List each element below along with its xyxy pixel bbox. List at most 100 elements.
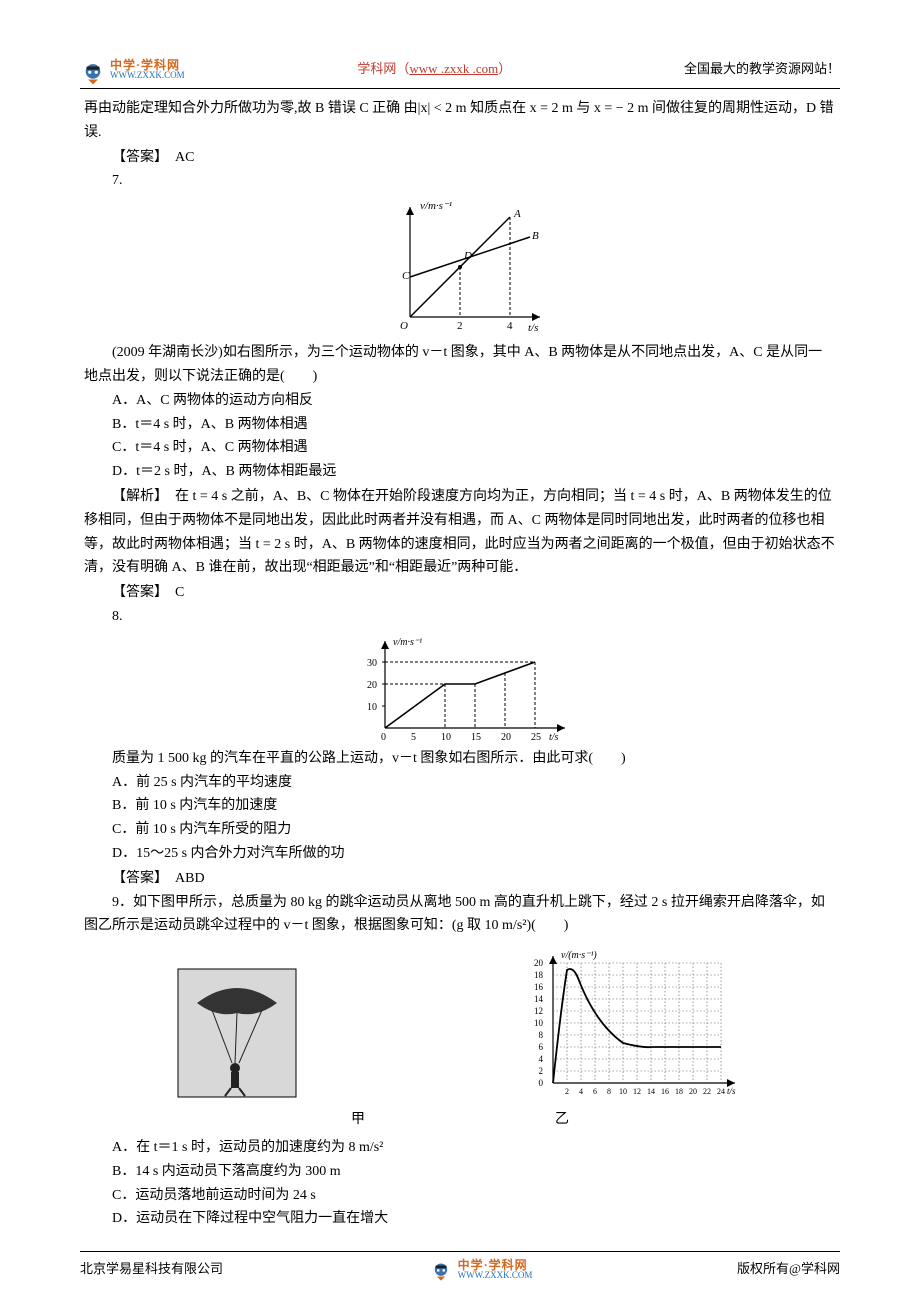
xtick: 4 xyxy=(507,320,513,332)
answer-7: 【答案】 C xyxy=(84,580,836,605)
q7-optD: D．t＝2 s 时，A、B 两物体相距最远 xyxy=(84,460,836,484)
answer-value: AC xyxy=(175,150,194,165)
label-b: B xyxy=(532,230,539,242)
ytick: 10 xyxy=(534,1018,544,1028)
origin: O xyxy=(400,320,408,332)
exp-label: 【解析】 xyxy=(112,487,161,503)
footer-logo-url: WWW.ZXXK.COM xyxy=(458,1271,533,1280)
ylabel: v/(m·s⁻¹) xyxy=(561,950,597,961)
q9-chart: 0 2 4 6 8 10 12 14 16 18 20 2 4 6 8 10 1… xyxy=(523,948,743,1098)
q9-figures: 0 2 4 6 8 10 12 14 16 18 20 2 4 6 8 10 1… xyxy=(84,944,836,1102)
xtick: 15 xyxy=(471,732,481,743)
ytick: 30 xyxy=(367,658,377,669)
xtick: 18 xyxy=(675,1087,683,1096)
xtick: 25 xyxy=(531,732,541,743)
q9-optA: A．在 t＝1 s 时，运动员的加速度约为 8 m/s² xyxy=(84,1136,836,1160)
answer-6: 【答案】 AC xyxy=(84,145,836,170)
q7-number: 7. xyxy=(84,169,836,193)
q8-optB: B．前 10 s 内汽车的加速度 xyxy=(84,794,836,818)
q8-optC: C．前 10 s 内汽车所受的阻力 xyxy=(84,818,836,842)
footer-center: 中学·学科网 WWW.ZXXK.COM xyxy=(428,1256,533,1282)
q7-chart: v/m·s⁻¹ t/s O 2 4 A B C D xyxy=(370,197,550,337)
ytick: 16 xyxy=(534,982,544,992)
xtick: 8 xyxy=(607,1087,611,1096)
q9-optC: C．运动员落地前运动时间为 24 s xyxy=(84,1184,836,1208)
exp-text: 在 t = 4 s 之前，A、B、C 物体在开始阶段速度方向均为正，方向相同；当… xyxy=(84,489,835,575)
xtick: 2 xyxy=(457,320,463,332)
paragraph: 再由动能定理知合外力所做功为零,故 B 错误 C 正确 由|x| < 2 m 知… xyxy=(84,97,836,145)
label-d: D xyxy=(463,250,472,262)
ylabel: v/m·s⁻¹ xyxy=(393,637,422,648)
answer-label: 【答案】 xyxy=(112,148,161,164)
xtick: 14 xyxy=(647,1087,655,1096)
q7-optA: A．A、C 两物体的运动方向相反 xyxy=(84,389,836,413)
xlabel: t/s xyxy=(528,322,538,334)
header-center: 学科网（www .zxxk .com） xyxy=(357,58,511,80)
q8-optA: A．前 25 s 内汽车的平均速度 xyxy=(84,771,836,795)
xtick: 4 xyxy=(579,1087,583,1096)
xtick: 12 xyxy=(633,1087,641,1096)
xtick: 20 xyxy=(689,1087,697,1096)
q8-chart: 10 20 30 0 5 10 15 20 25 v/m·s⁻¹ t/s xyxy=(345,633,575,743)
footer-right: 版权所有@学科网 xyxy=(737,1258,840,1280)
ylabel: v/m·s⁻¹ xyxy=(420,200,452,212)
answer-8: 【答案】 ABD xyxy=(84,866,836,891)
header-link[interactable]: www .zxxk .com xyxy=(409,61,498,76)
xtick: 10 xyxy=(441,732,451,743)
answer-value: C xyxy=(175,585,184,600)
xtick: 22 xyxy=(703,1087,711,1096)
xtick: 20 xyxy=(501,732,511,743)
ytick: 12 xyxy=(534,1006,543,1016)
q8-number: 8. xyxy=(84,605,836,629)
ytick: 0 xyxy=(539,1078,544,1088)
q7-optC: C．t＝4 s 时，A、C 两物体相遇 xyxy=(84,436,836,460)
q8-stem: 质量为 1 500 kg 的汽车在平直的公路上运动，v－t 图象如右图所示．由此… xyxy=(84,747,836,771)
q7-optB: B．t＝4 s 时，A、B 两物体相遇 xyxy=(84,413,836,437)
ytick: 18 xyxy=(534,970,544,980)
ytick: 20 xyxy=(367,680,377,691)
ytick: 8 xyxy=(539,1030,544,1040)
parachute-image xyxy=(177,968,297,1098)
ytick: 14 xyxy=(534,994,544,1004)
label-a: A xyxy=(513,208,521,220)
ytick: 20 xyxy=(534,958,544,968)
page-footer: 北京学易星科技有限公司 中学·学科网 WWW.ZXXK.COM 版权所有@学科网 xyxy=(80,1251,840,1282)
xtick: 2 xyxy=(565,1087,569,1096)
q9-captions: 甲 乙 xyxy=(84,1108,836,1132)
xtick: 10 xyxy=(619,1087,627,1096)
xlabel: t/s xyxy=(727,1086,736,1096)
owl-icon xyxy=(80,56,106,82)
logo-title: 中学·学科网 xyxy=(110,59,185,71)
xtick: 16 xyxy=(661,1087,669,1096)
q9-optD: D．运动员在下降过程中空气阻力一直在增大 xyxy=(84,1207,836,1231)
footer-logo-title: 中学·学科网 xyxy=(458,1259,533,1271)
logo: 中学·学科网 WWW.ZXXK.COM xyxy=(80,56,185,82)
owl-icon xyxy=(428,1256,454,1282)
q7-stem: (2009 年湖南长沙)如右图所示，为三个运动物体的 v－t 图象，其中 A、B… xyxy=(84,341,836,389)
caption-left: 甲 xyxy=(351,1108,365,1132)
xtick: 0 xyxy=(381,732,386,743)
label-c: C xyxy=(402,270,410,282)
xtick: 6 xyxy=(593,1087,597,1096)
content: 再由动能定理知合外力所做功为零,故 B 错误 C 正确 由|x| < 2 m 知… xyxy=(80,97,840,1231)
caption-right: 乙 xyxy=(555,1108,569,1132)
footer-left: 北京学易星科技有限公司 xyxy=(80,1258,223,1280)
xtick: 24 xyxy=(717,1087,725,1096)
answer-label: 【答案】 xyxy=(112,583,161,599)
q9-optB: B．14 s 内运动员下落高度约为 300 m xyxy=(84,1160,836,1184)
ytick: 10 xyxy=(367,702,377,713)
header-center-suffix: ） xyxy=(498,61,511,76)
answer-label: 【答案】 xyxy=(112,869,161,885)
page-header: 中学·学科网 WWW.ZXXK.COM 学科网（www .zxxk .com） … xyxy=(80,56,840,89)
q7-explanation: 【解析】 在 t = 4 s 之前，A、B、C 物体在开始阶段速度方向均为正，方… xyxy=(84,484,836,580)
ytick: 6 xyxy=(539,1042,544,1052)
header-right: 全国最大的教学资源网站！ xyxy=(684,58,840,80)
ytick: 2 xyxy=(539,1066,544,1076)
answer-value: ABD xyxy=(175,871,205,886)
xlabel: t/s xyxy=(549,732,559,743)
q8-optD: D．15～25 s 内合外力对汽车所做的功 xyxy=(84,842,836,866)
q9-stem: 9．如下图甲所示，总质量为 80 kg 的跳伞运动员从离地 500 m 高的直升… xyxy=(84,891,836,939)
logo-url: WWW.ZXXK.COM xyxy=(110,71,185,80)
header-center-prefix: 学科网（ xyxy=(357,61,409,76)
ytick: 4 xyxy=(539,1054,544,1064)
